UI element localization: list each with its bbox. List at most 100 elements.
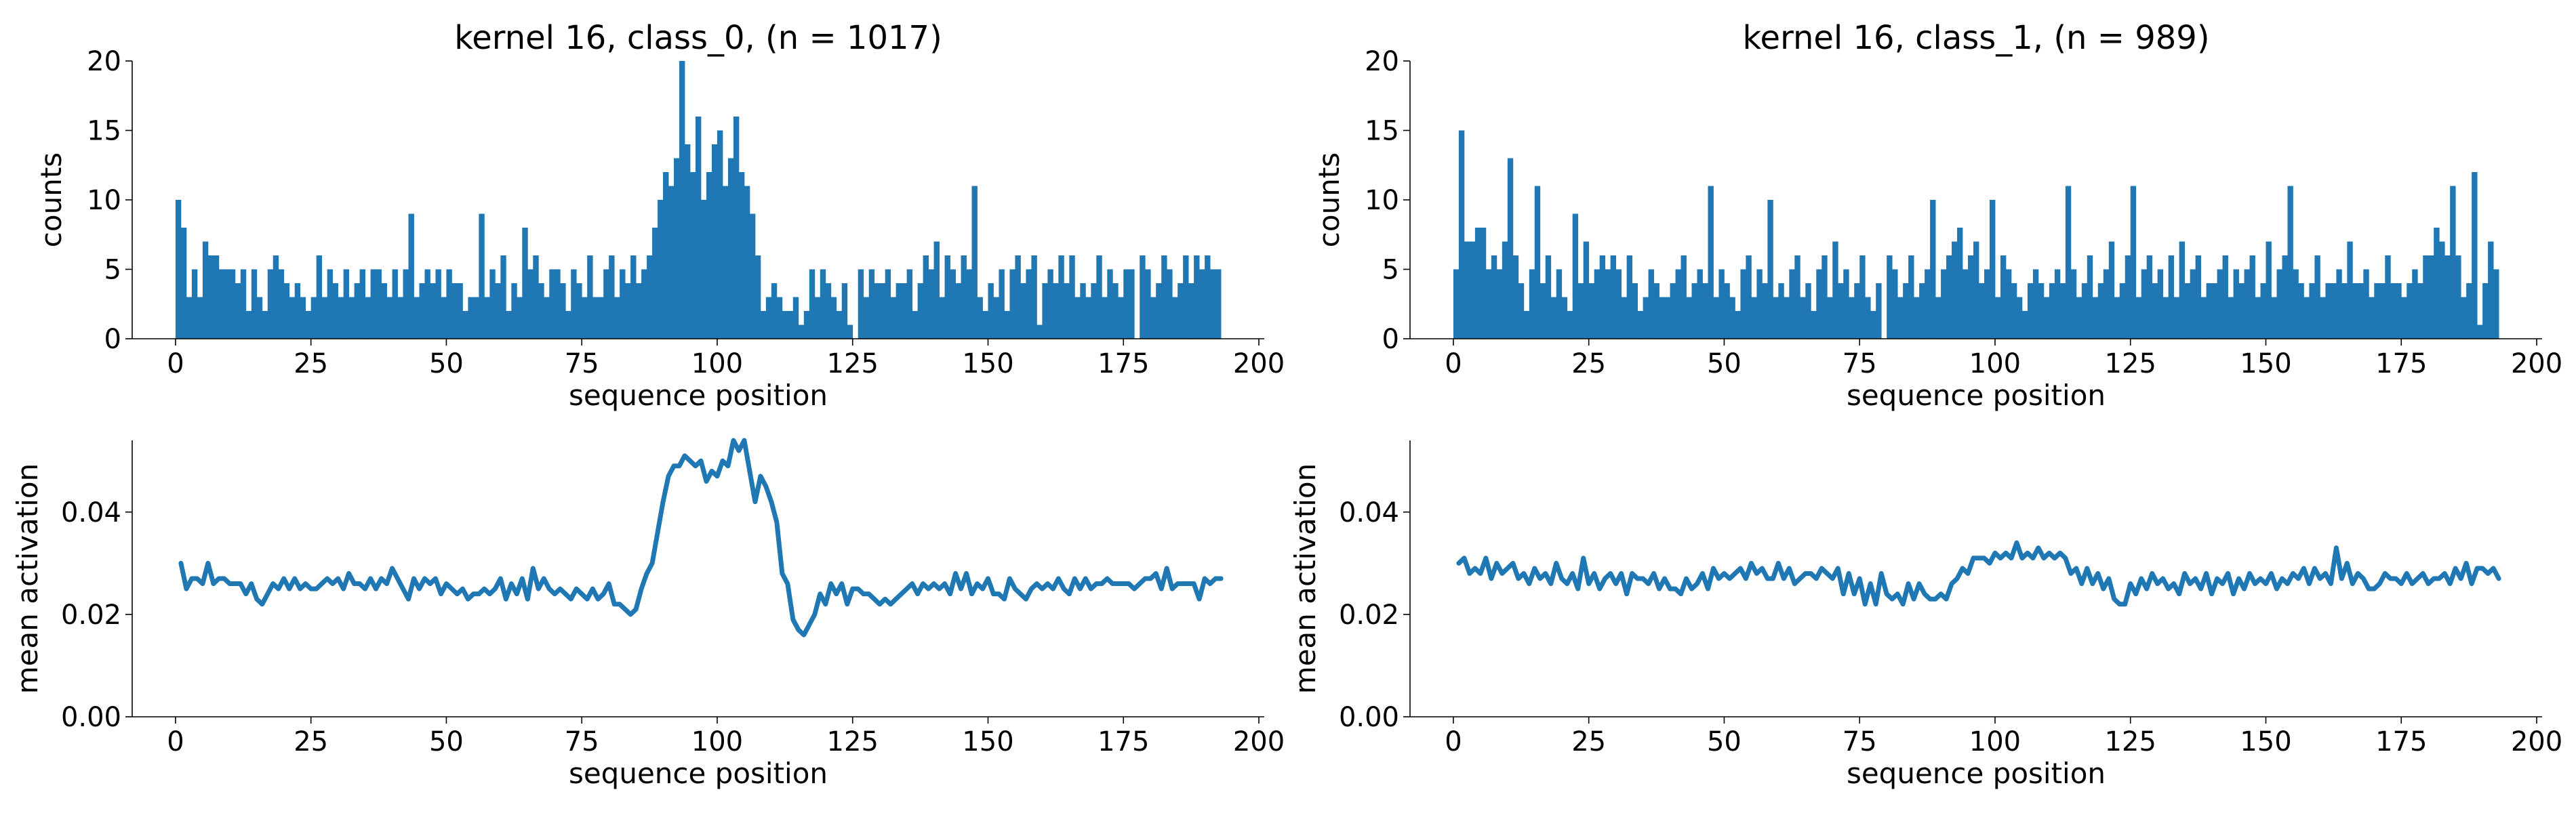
histogram-bar [858,269,864,339]
x-tick-label: 175 [2375,348,2427,379]
histogram-bar [273,255,279,339]
histogram-bar [560,283,566,339]
histogram-bar [289,297,296,339]
histogram-bar [668,186,675,339]
histogram-bar [841,283,848,339]
histogram-bar [386,297,393,339]
histogram-bar [2320,297,2326,339]
histogram-bar [2054,269,2061,339]
histogram-bar [803,311,810,339]
histogram-bar [1973,241,1979,339]
histogram-bar [1123,269,1129,339]
histogram-bar [1681,255,1687,339]
histogram-bar [890,297,897,339]
histogram-bar [1572,213,1579,339]
histogram-bar [2184,283,2191,339]
histogram-bar [392,269,398,339]
x-tick-label: 125 [2105,348,2156,379]
x-tick-label: 50 [1707,348,1742,379]
x-tick-label: 25 [1571,348,1606,379]
histogram-bar [2325,283,2331,339]
histogram-bar [197,297,203,339]
histogram-bar [202,241,209,339]
histogram-bar [2282,255,2288,339]
histogram-bar [2331,283,2337,339]
histogram-bar [565,311,571,339]
histogram-bar [441,297,447,339]
histogram-bar [2477,325,2483,339]
histogram-bar [180,228,187,339]
histogram-bar [988,283,994,339]
histogram-bar [408,213,414,339]
histogram-bar [1751,297,1757,339]
histogram-bar [500,255,506,339]
histogram-bar [207,255,214,339]
histogram-bar [1080,283,1086,339]
histogram-bar [2287,186,2293,339]
histogram-bar [744,186,750,339]
histogram-bar [830,297,837,339]
histogram-bar [370,269,376,339]
histogram-bar [1058,255,1064,339]
x-tick-label: 25 [294,726,328,757]
histogram-bar [776,297,783,339]
histogram-bar [294,283,301,339]
histogram-bar [2341,283,2348,339]
histogram-bar [213,255,220,339]
histogram-bar [1480,228,1487,339]
histogram-bar [1746,255,1752,339]
histogram-bar [1096,255,1102,339]
histogram-bar [1843,269,1849,339]
histogram-bar [1963,269,1969,339]
histogram-bar [1708,186,1714,339]
histogram-bar [338,297,344,339]
histogram-bar [2298,283,2304,339]
histogram-bar [923,255,929,339]
histogram-bar [722,186,729,339]
x-tick-label: 0 [1445,348,1462,379]
histogram-bar [1935,297,1941,339]
histogram-bar [1946,255,1952,339]
histogram-bar [647,255,653,339]
x-axis-label: sequence position [569,379,828,412]
histogram-bar [2190,269,2196,339]
histogram-bar [1800,297,1806,339]
histogram-bar [727,158,734,339]
histogram-bar [809,269,816,339]
histogram-bar [1205,255,1211,339]
histogram-bar [1822,255,1828,339]
histogram-bar [993,297,999,339]
mean-activation-line [178,438,1224,638]
histogram-bar [544,297,550,339]
y-tick-label: 0.02 [1339,600,1399,631]
histogram-bar [2065,186,2072,339]
histogram-bar [1697,269,1703,339]
histogram-bar [663,172,669,339]
histogram-bar [1188,283,1194,339]
histogram-bar [2276,269,2282,339]
histogram-bar [592,297,599,339]
histogram-bar [1643,297,1649,339]
histogram-bar [533,255,539,339]
histogram-bar [836,311,843,339]
histogram-bar [1740,269,1746,339]
histogram-bar [1827,297,1833,339]
histogram-bar [1914,297,1920,339]
x-tick-label: 0 [167,726,184,757]
histogram-bar [1064,283,1070,339]
histogram-bar [1632,283,1638,339]
x-tick-label: 75 [565,348,599,379]
histogram-bar [1659,297,1665,339]
histogram-bar [1989,200,1996,339]
histogram-bar [1789,269,1795,339]
histogram-bar [229,269,236,339]
histogram-bar [847,325,853,339]
histogram-bar [2130,186,2137,339]
histogram-bar [971,186,978,339]
histogram-bar [966,269,972,339]
histogram-bar [1811,311,1817,339]
x-tick-label: 200 [2511,726,2562,757]
histogram-bar [2238,283,2245,339]
histogram-bar [2076,297,2082,339]
histogram-bar [961,255,967,339]
